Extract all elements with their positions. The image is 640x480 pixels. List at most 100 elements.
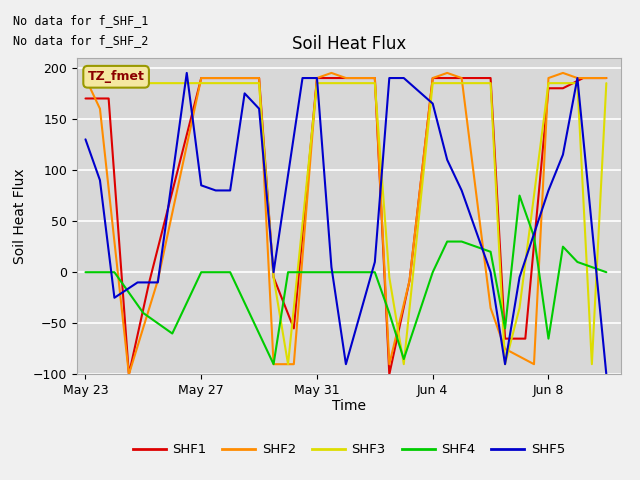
SHF2 [487,305,495,311]
SHF5 [559,152,567,157]
SHF5 [342,361,349,367]
SHF1 [328,75,335,81]
SHF2 [96,106,104,111]
SHF1 [82,96,90,101]
SHF3 [371,80,379,86]
SHF1 [348,75,356,81]
SHF5 [458,188,465,193]
SHF2 [197,75,205,81]
SHF5 [429,101,436,107]
SHF1 [545,85,552,91]
SHF3 [516,305,524,311]
SHF1 [125,372,132,377]
SHF2 [530,361,538,367]
SHF5 [444,157,451,163]
SHF1 [463,75,471,81]
SHF2 [371,75,379,81]
SHF5 [183,70,191,76]
SHF3 [501,361,509,367]
SHF4 [111,269,118,275]
SHF4 [501,325,509,331]
SHF5 [501,361,509,367]
SHF4 [82,269,90,275]
SHF2 [255,75,263,81]
SHF5 [328,264,335,270]
SHF2 [342,75,349,81]
Line: SHF5: SHF5 [86,73,606,374]
SHF5 [212,188,220,193]
SHF1 [290,325,298,331]
SHF5 [400,75,408,81]
X-axis label: Time: Time [332,398,366,412]
SHF2 [573,75,581,81]
SHF1 [371,75,379,81]
SHF5 [385,75,393,81]
SHF4 [530,234,538,240]
SHF1 [212,75,220,81]
SHF4 [516,192,524,198]
SHF1 [579,75,587,81]
SHF1 [313,75,321,81]
SHF2 [602,75,610,81]
SHF2 [545,75,552,81]
SHF4 [444,239,451,244]
SHF2 [313,75,321,81]
SHF3 [429,80,436,86]
SHF3 [602,80,610,86]
Line: SHF2: SHF2 [86,73,606,374]
SHF4 [140,310,147,316]
SHF2 [501,346,509,352]
Text: No data for f_SHF_1: No data for f_SHF_1 [13,14,148,27]
Legend: SHF1, SHF2, SHF3, SHF4, SHF5: SHF1, SHF2, SHF3, SHF4, SHF5 [127,438,570,462]
SHF1 [385,372,393,377]
SHF3 [400,361,408,367]
SHF4 [168,331,176,336]
SHF4 [458,239,465,244]
SHF5 [227,188,234,193]
SHF5 [573,75,581,81]
SHF2 [212,75,220,81]
SHF3 [82,80,90,86]
SHF4 [313,269,321,275]
SHF3 [487,80,495,86]
SHF5 [197,182,205,188]
SHF1 [429,75,436,81]
Y-axis label: Soil Heat Flux: Soil Heat Flux [13,168,27,264]
SHF1 [197,75,205,81]
SHF1 [444,75,451,81]
SHF2 [328,70,335,76]
SHF2 [406,277,413,283]
SHF1 [487,75,495,81]
Line: SHF1: SHF1 [86,78,606,374]
SHF4 [227,269,234,275]
SHF5 [545,188,552,193]
SHF1 [255,75,263,81]
Line: SHF4: SHF4 [86,195,606,364]
SHF1 [232,75,240,81]
SHF4 [371,269,379,275]
SHF1 [522,336,529,341]
SHF5 [154,279,162,285]
SHF5 [371,259,379,265]
SHF4 [284,269,292,275]
SHF5 [134,279,141,285]
SHF2 [125,372,132,377]
SHF1 [406,277,413,283]
SHF3 [140,80,147,86]
SHF1 [145,279,153,285]
SHF1 [559,85,567,91]
SHF3 [588,361,596,367]
SHF5 [487,269,495,275]
SHF5 [82,136,90,142]
SHF5 [299,75,307,81]
SHF2 [232,75,240,81]
SHF2 [290,361,298,367]
SHF5 [255,106,263,111]
SHF3 [342,80,349,86]
SHF3 [269,275,277,280]
SHF2 [458,75,465,81]
SHF2 [385,361,393,367]
SHF3 [313,80,321,86]
SHF3 [385,275,393,280]
Title: Soil Heat Flux: Soil Heat Flux [292,35,406,53]
